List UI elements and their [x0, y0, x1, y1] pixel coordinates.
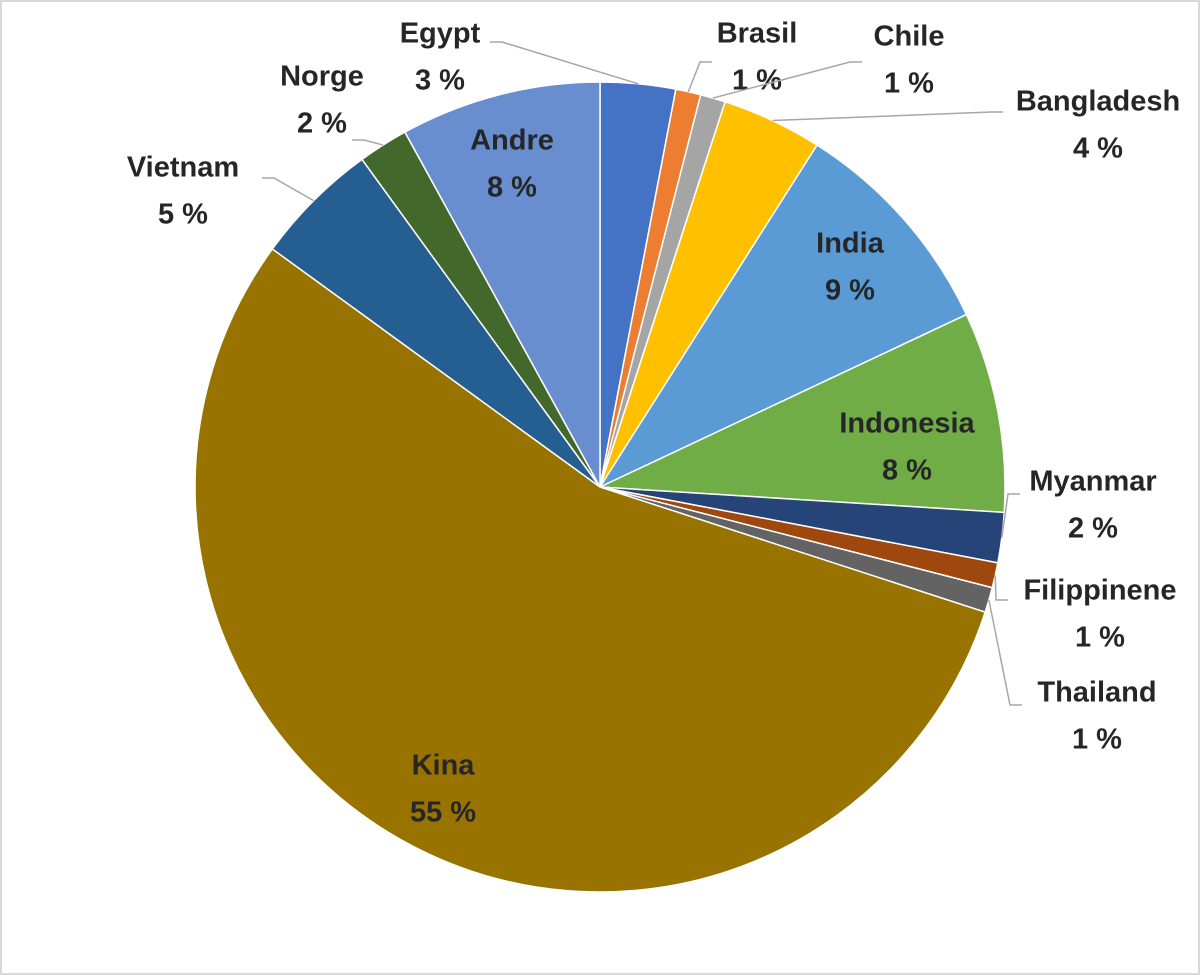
- pie: [194, 81, 1006, 893]
- slice-label: Kina: [412, 750, 476, 782]
- slice-label: Filippinene: [1023, 575, 1176, 607]
- pie-slice: [194, 247, 987, 893]
- value-label: 8 %: [882, 455, 932, 487]
- value-label: 3 %: [415, 65, 465, 97]
- slice-label: Vietnam: [127, 152, 239, 184]
- value-label: 2 %: [1068, 513, 1118, 545]
- slice-label: Egypt: [400, 18, 481, 50]
- pie-slice: [403, 81, 601, 488]
- leader-line: [988, 599, 1022, 706]
- leader-line: [262, 177, 314, 202]
- labels: Egypt 3 % Brasil 1 % Chile 1 % Bangladesh 4 % In…: [127, 18, 1180, 829]
- value-label: 1 %: [1075, 622, 1125, 654]
- slice-label: Bangladesh: [1016, 86, 1180, 118]
- leader-line: [687, 61, 712, 93]
- pie-slice: [597, 144, 968, 489]
- leader-line: [352, 139, 384, 146]
- slice-label: Indonesia: [839, 408, 975, 440]
- leader-line: [490, 41, 639, 85]
- leader-line: [994, 575, 1008, 601]
- value-label: 8 %: [487, 172, 537, 204]
- value-label: 55 %: [410, 797, 476, 829]
- slice-label: Norge: [280, 61, 364, 93]
- leader-line: [712, 61, 862, 99]
- slice-label: Thailand: [1037, 677, 1156, 709]
- value-label: 9 %: [825, 275, 875, 307]
- slice-label: Myanmar: [1029, 466, 1156, 498]
- slice-label: Brasil: [717, 18, 798, 50]
- slice-label: India: [816, 228, 885, 260]
- value-label: 2 %: [297, 108, 347, 140]
- value-label: 1 %: [1072, 724, 1122, 756]
- pie-slice: [599, 313, 1006, 514]
- leader-line: [1001, 493, 1020, 538]
- slice-label: Chile: [874, 21, 945, 53]
- slice-label: Andre: [470, 125, 554, 157]
- value-label: 5 %: [158, 199, 208, 231]
- value-label: 1 %: [884, 68, 934, 100]
- leader-line: [772, 111, 1003, 122]
- value-label: 4 %: [1073, 133, 1123, 165]
